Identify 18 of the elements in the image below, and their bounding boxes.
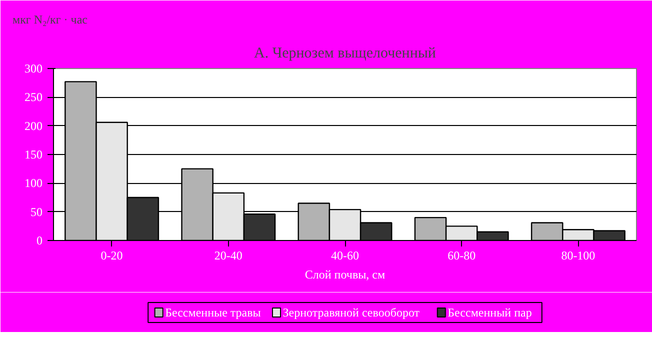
- legend-label: Бессменные травы: [165, 306, 261, 320]
- x-tick-label: 20-40: [214, 248, 242, 262]
- x-tick-label: 80-100: [561, 248, 596, 262]
- y-tick-label: 50: [30, 204, 42, 219]
- legend-label: Бессменный пар: [448, 306, 532, 320]
- y-tick-label: 300: [24, 62, 42, 76]
- y-tick-label: 250: [24, 90, 42, 104]
- x-tick-label: 60-80: [448, 248, 476, 262]
- x-axis-title: Слой почвы, см: [304, 268, 386, 282]
- x-tick-label: 40-60: [331, 248, 359, 262]
- y-tick-label: 150: [24, 148, 42, 162]
- y-tick-label: 0: [36, 234, 42, 248]
- y-axis-title: мкг N₂/кг · час: [12, 12, 88, 26]
- legend-label: Зернотравяной севооборот: [282, 306, 420, 320]
- chart-title: А. Чернозем выщелоченный: [254, 46, 436, 62]
- x-tick-label: 0-20: [100, 248, 123, 262]
- y-tick-label: 100: [24, 176, 42, 190]
- y-tick-label: 200: [24, 118, 42, 133]
